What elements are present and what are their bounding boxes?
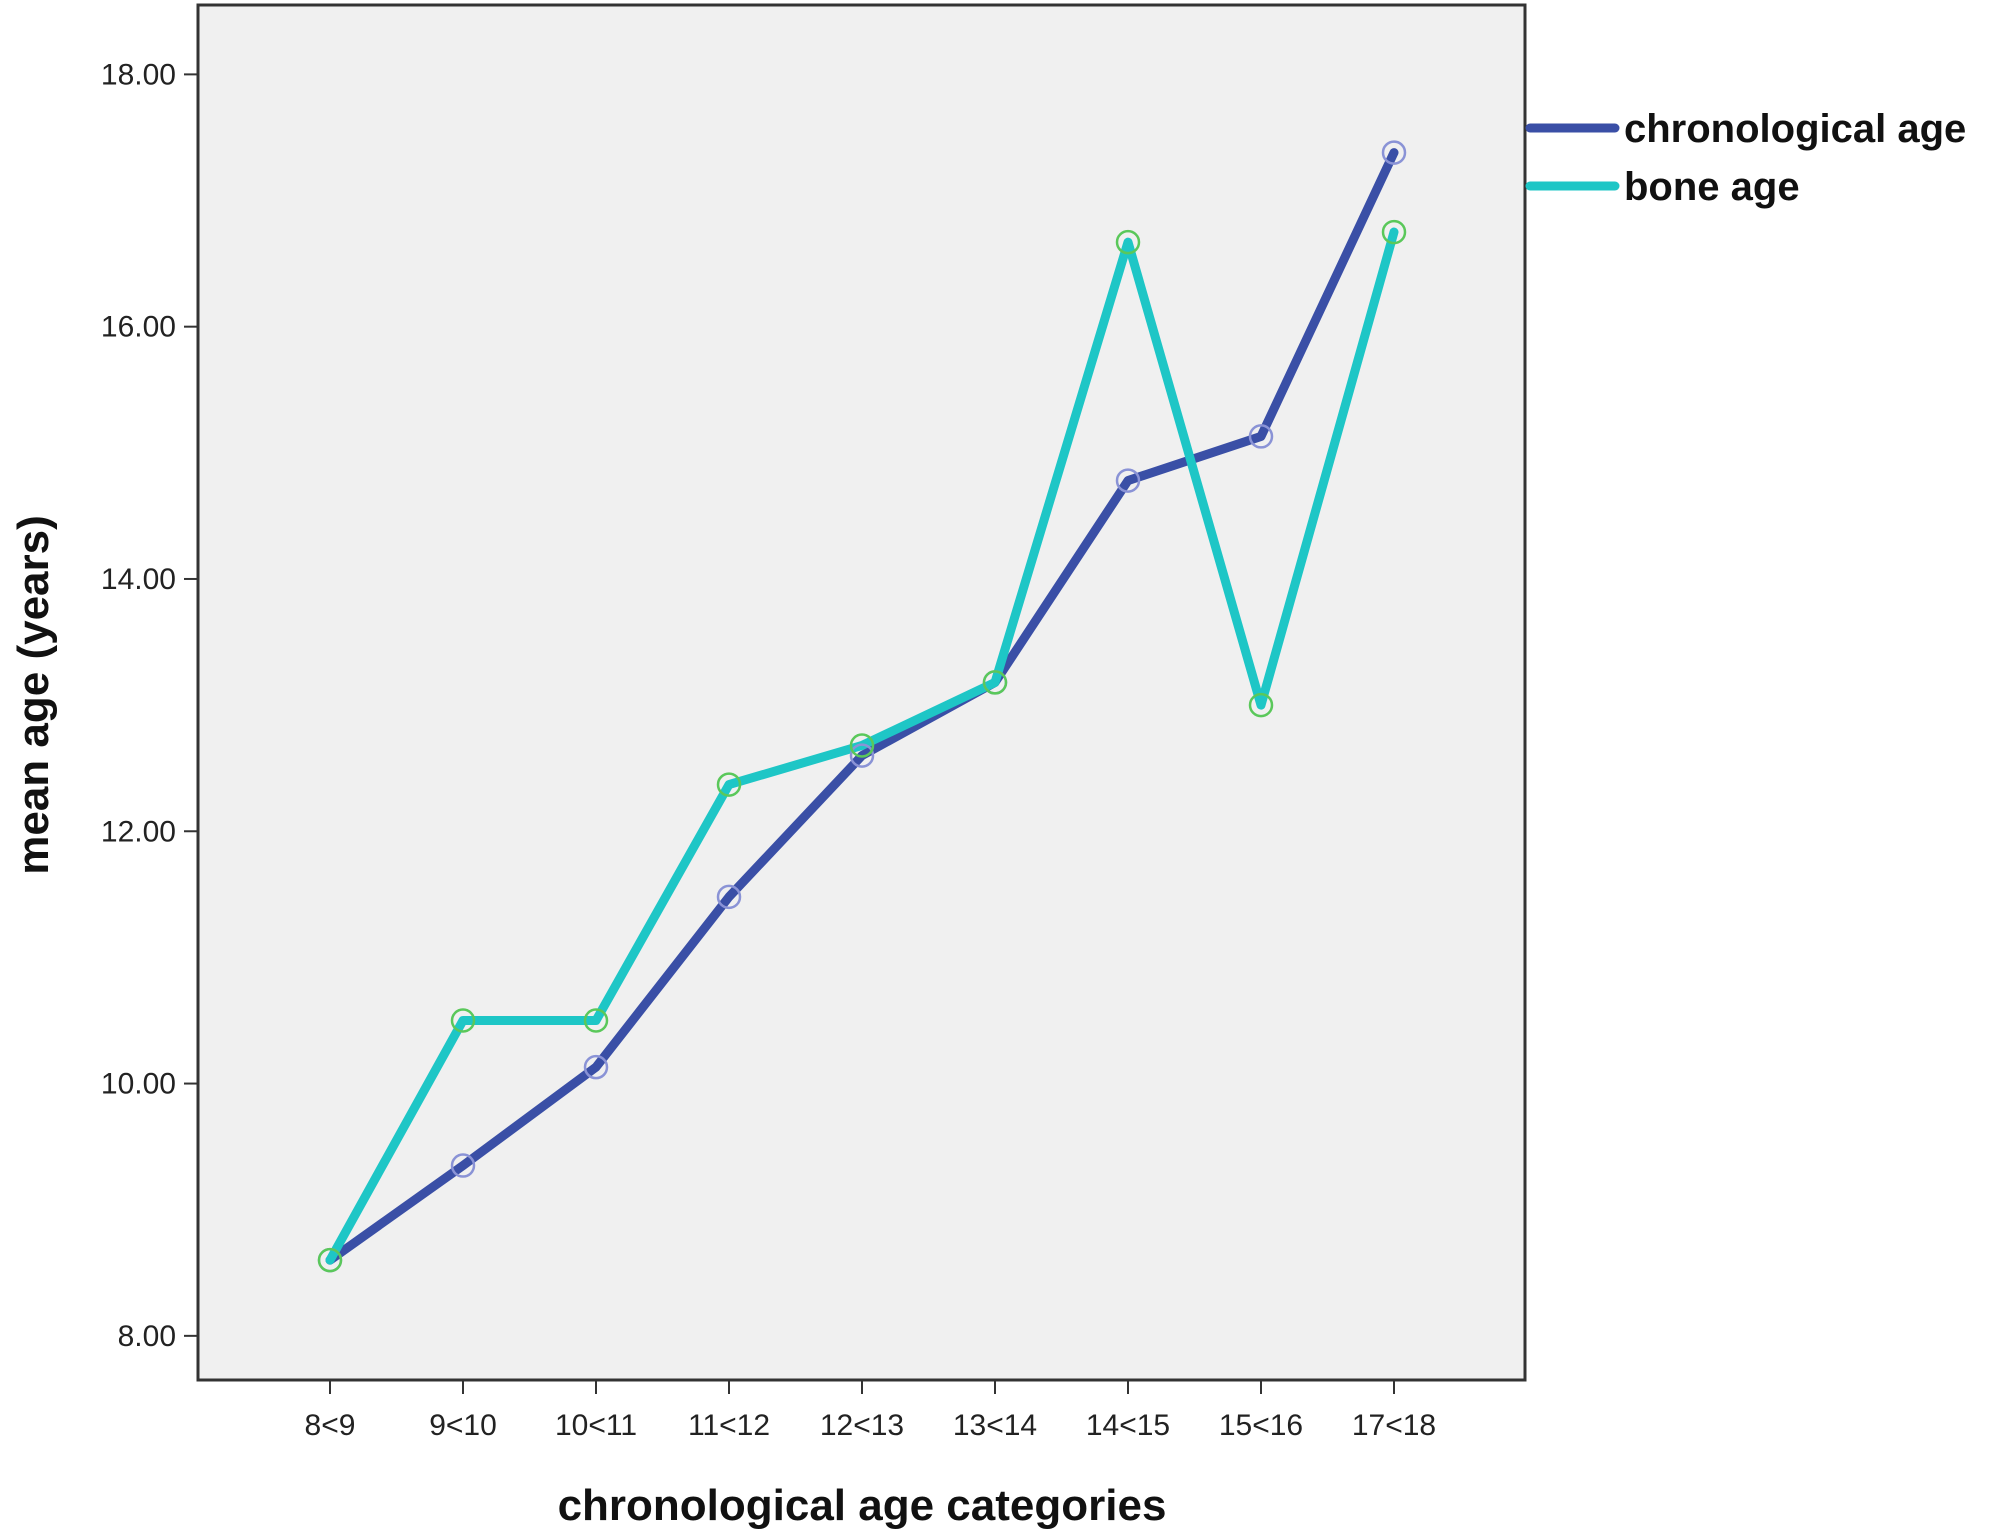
legend: chronological age bone age — [1525, 107, 1966, 209]
y-axis: 8.00 10.00 12.00 14.00 16.00 18.00 — [101, 58, 198, 1353]
y-tick-label: 14.00 — [101, 563, 176, 596]
data-point — [583, 1008, 609, 1033]
plot-area — [196, 3, 1527, 1382]
x-tick-label: 8<9 — [305, 1409, 356, 1442]
data-point — [583, 1054, 609, 1080]
data-point — [317, 1247, 343, 1273]
x-tick-label: 13<14 — [953, 1409, 1037, 1442]
series-layer — [317, 140, 1407, 1273]
data-point — [1248, 424, 1274, 449]
data-point — [1381, 140, 1407, 165]
x-tick-label: 17<18 — [1352, 1409, 1436, 1442]
y-tick-label: 10.00 — [101, 1068, 176, 1101]
data-point — [1248, 692, 1274, 718]
x-tick-label: 11<12 — [688, 1409, 770, 1442]
data-point — [450, 1008, 476, 1033]
x-tick-label: 15<16 — [1219, 1409, 1303, 1442]
y-tick-label: 12.00 — [101, 815, 176, 848]
data-point — [716, 884, 742, 910]
y-tick-label: 16.00 — [101, 311, 176, 344]
data-point — [982, 670, 1008, 695]
data-point — [1381, 219, 1407, 245]
x-tick-label: 10<11 — [555, 1409, 637, 1442]
data-point — [849, 733, 875, 758]
x-tick-label: 12<13 — [820, 1409, 904, 1442]
x-axis-title: chronological age categories — [558, 1481, 1167, 1530]
data-point — [716, 772, 742, 797]
x-tick-label: 9<10 — [429, 1409, 497, 1442]
legend-label: bone age — [1624, 165, 1800, 209]
data-point — [1115, 229, 1141, 255]
y-tick-label: 18.00 — [101, 58, 176, 91]
y-tick-label: 8.00 — [118, 1320, 176, 1353]
x-axis: 8<9 9<10 10<11 11<12 12<13 13<14 14<15 15<16 17<… — [305, 1380, 1436, 1442]
x-tick-label: 14<15 — [1086, 1409, 1170, 1442]
y-axis-title: mean age (years) — [9, 515, 58, 875]
data-point — [1115, 468, 1141, 493]
data-point — [849, 743, 875, 768]
data-point — [450, 1153, 476, 1178]
legend-label: chronological age — [1624, 107, 1966, 151]
